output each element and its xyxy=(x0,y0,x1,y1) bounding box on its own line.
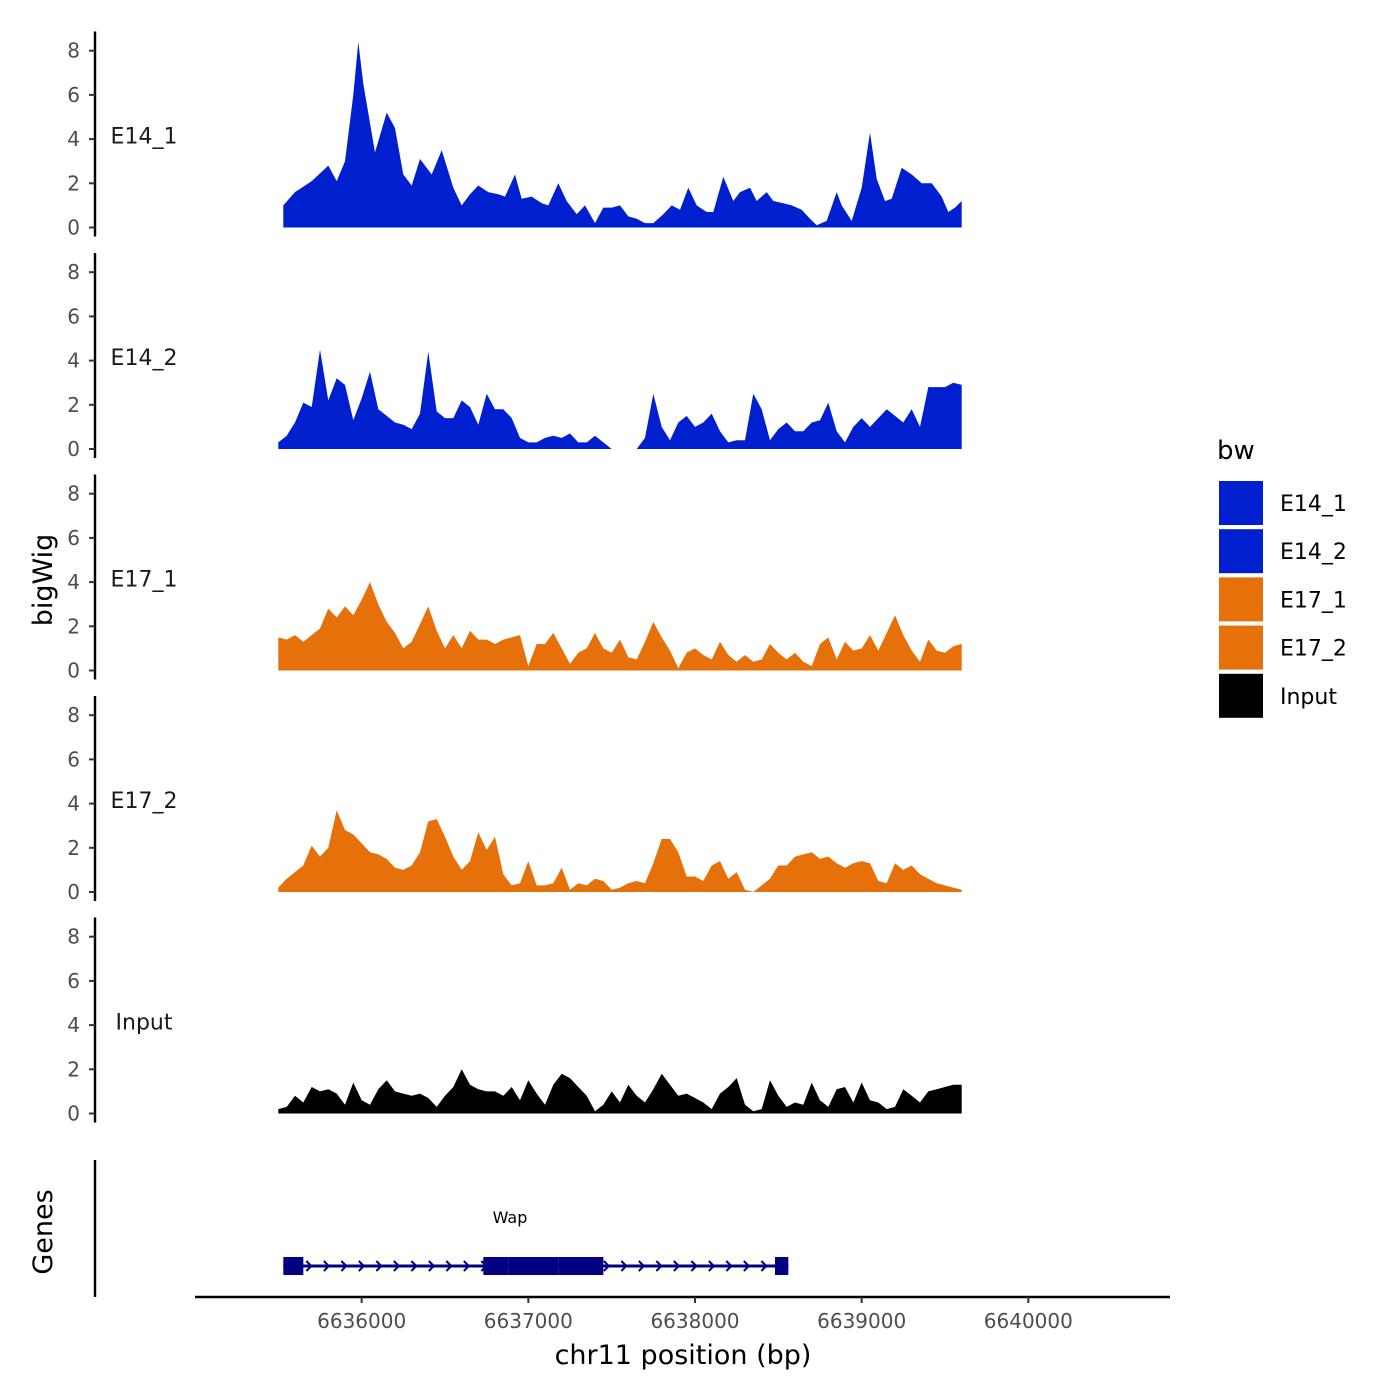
track-E17_2: 0 2 4 6 8 E17_2 xyxy=(67,696,962,904)
strand-arrow xyxy=(358,1260,366,1272)
y-tick-label: 0 xyxy=(67,659,80,683)
strand-arrow xyxy=(375,1260,383,1272)
strand-arrow xyxy=(463,1260,471,1272)
area-Input xyxy=(278,1069,962,1114)
legend-title: bw xyxy=(1217,436,1255,466)
area-E17_2 xyxy=(278,810,962,892)
strand-arrow xyxy=(743,1260,751,1272)
y-tick-label: 0 xyxy=(67,437,80,461)
track-Input: 0 2 4 6 8 Input xyxy=(67,917,962,1126)
track-label: E17_2 xyxy=(111,789,178,814)
legend-swatch-E17_2 xyxy=(1219,625,1263,670)
legend-label: E14_2 xyxy=(1280,540,1347,565)
track-label: Input xyxy=(116,1011,173,1036)
area-E14_1 xyxy=(283,41,962,228)
y-tick-label: 6 xyxy=(67,747,80,771)
x-tick-label: 6638000 xyxy=(650,1309,739,1333)
y-tick-label: 6 xyxy=(67,304,80,328)
gene-Wap: Wap xyxy=(283,1208,789,1275)
gene-exon xyxy=(508,1257,559,1275)
strand-arrow xyxy=(445,1260,453,1272)
legend: bw E14_1 E14_2 E17_1 E17_2 Input xyxy=(1217,436,1347,718)
y-tick-label: 2 xyxy=(67,393,80,417)
strand-arrow xyxy=(690,1260,698,1272)
track-label: E14_1 xyxy=(111,125,178,150)
strand-arrow xyxy=(393,1260,401,1272)
track-E14_1: 0 2 4 6 8 E14_1 xyxy=(67,31,962,240)
y-tick-label: 4 xyxy=(67,349,80,373)
legend-label: E17_2 xyxy=(1280,637,1347,662)
strand-arrow xyxy=(655,1260,663,1272)
gene-exon xyxy=(580,1257,604,1275)
legend-swatch-E17_1 xyxy=(1219,577,1263,622)
legend-swatch-E14_1 xyxy=(1219,481,1263,525)
gene-label: Wap xyxy=(493,1208,528,1227)
y-tick-label: 8 xyxy=(67,925,80,949)
legend-label: E14_1 xyxy=(1280,492,1347,517)
y-tick-label: 2 xyxy=(67,836,80,860)
y-tick-label: 8 xyxy=(67,260,80,284)
legend-label: Input xyxy=(1280,685,1337,710)
track-label: E17_1 xyxy=(111,568,178,593)
y-tick-label: 0 xyxy=(67,880,80,904)
strand-arrow xyxy=(708,1260,716,1272)
track-E14_2: 0 2 4 6 8 E14_2 xyxy=(67,253,962,461)
genes-track: Wap xyxy=(93,1160,789,1297)
gene-exon xyxy=(483,1257,509,1275)
strand-arrow xyxy=(760,1260,768,1272)
y-tick-label: 8 xyxy=(67,482,80,506)
genes-axis-title: Genes xyxy=(28,1189,59,1274)
y-tick-label: 4 xyxy=(67,127,80,151)
area-E14_2 xyxy=(278,349,962,449)
y-tick-label: 8 xyxy=(67,39,80,63)
area-E17_1 xyxy=(278,582,962,671)
y-tick-label: 8 xyxy=(67,703,80,727)
y-tick-label: 2 xyxy=(67,614,80,638)
strand-arrow xyxy=(725,1260,733,1272)
x-tick-label: 6636000 xyxy=(317,1309,406,1333)
strand-arrow xyxy=(410,1260,418,1272)
strand-arrow xyxy=(323,1260,331,1272)
y-tick-label: 6 xyxy=(67,969,80,993)
track-E17_1: 0 2 4 6 8 E17_1 xyxy=(67,474,962,683)
bigwig-tracks: 0 2 4 6 8 E14_1 0 2 4 6 8 E14_2 0 2 4 6 8 E17_1 0 2 4 6 8 E17_2… xyxy=(67,31,962,1126)
y-tick-label: 4 xyxy=(67,792,80,816)
legend-swatch-E14_2 xyxy=(1219,529,1263,574)
strand-arrow xyxy=(340,1260,348,1272)
x-tick-label: 6640000 xyxy=(984,1309,1073,1333)
strand-arrow xyxy=(305,1260,313,1272)
strand-arrow xyxy=(428,1260,436,1272)
x-tick-label: 6639000 xyxy=(817,1309,906,1333)
y-tick-label: 2 xyxy=(67,171,80,195)
strand-arrow xyxy=(638,1260,646,1272)
x-axis-title: chr11 position (bp) xyxy=(555,1340,812,1371)
strand-arrow xyxy=(620,1260,628,1272)
y-tick-label: 0 xyxy=(67,216,80,240)
y-tick-label: 6 xyxy=(67,83,80,107)
gene-exon xyxy=(283,1257,304,1275)
y-tick-label: 2 xyxy=(67,1057,80,1081)
y-tick-label: 4 xyxy=(67,1013,80,1037)
track-label: E14_2 xyxy=(111,346,178,371)
legend-swatch-Input xyxy=(1219,673,1263,718)
strand-arrow xyxy=(603,1260,611,1272)
y-tick-label: 6 xyxy=(67,526,80,550)
x-axis: 6636000 6637000 6638000 6639000 6640000 xyxy=(195,1295,1170,1333)
legend-label: E17_1 xyxy=(1280,588,1347,613)
y-axis-title: bigWig xyxy=(28,534,59,627)
strand-arrow xyxy=(673,1260,681,1272)
gene-exon xyxy=(775,1257,789,1275)
y-tick-label: 0 xyxy=(67,1102,80,1126)
y-tick-label: 4 xyxy=(67,570,80,594)
gene-exon xyxy=(558,1257,580,1275)
x-tick-label: 6637000 xyxy=(484,1309,573,1333)
